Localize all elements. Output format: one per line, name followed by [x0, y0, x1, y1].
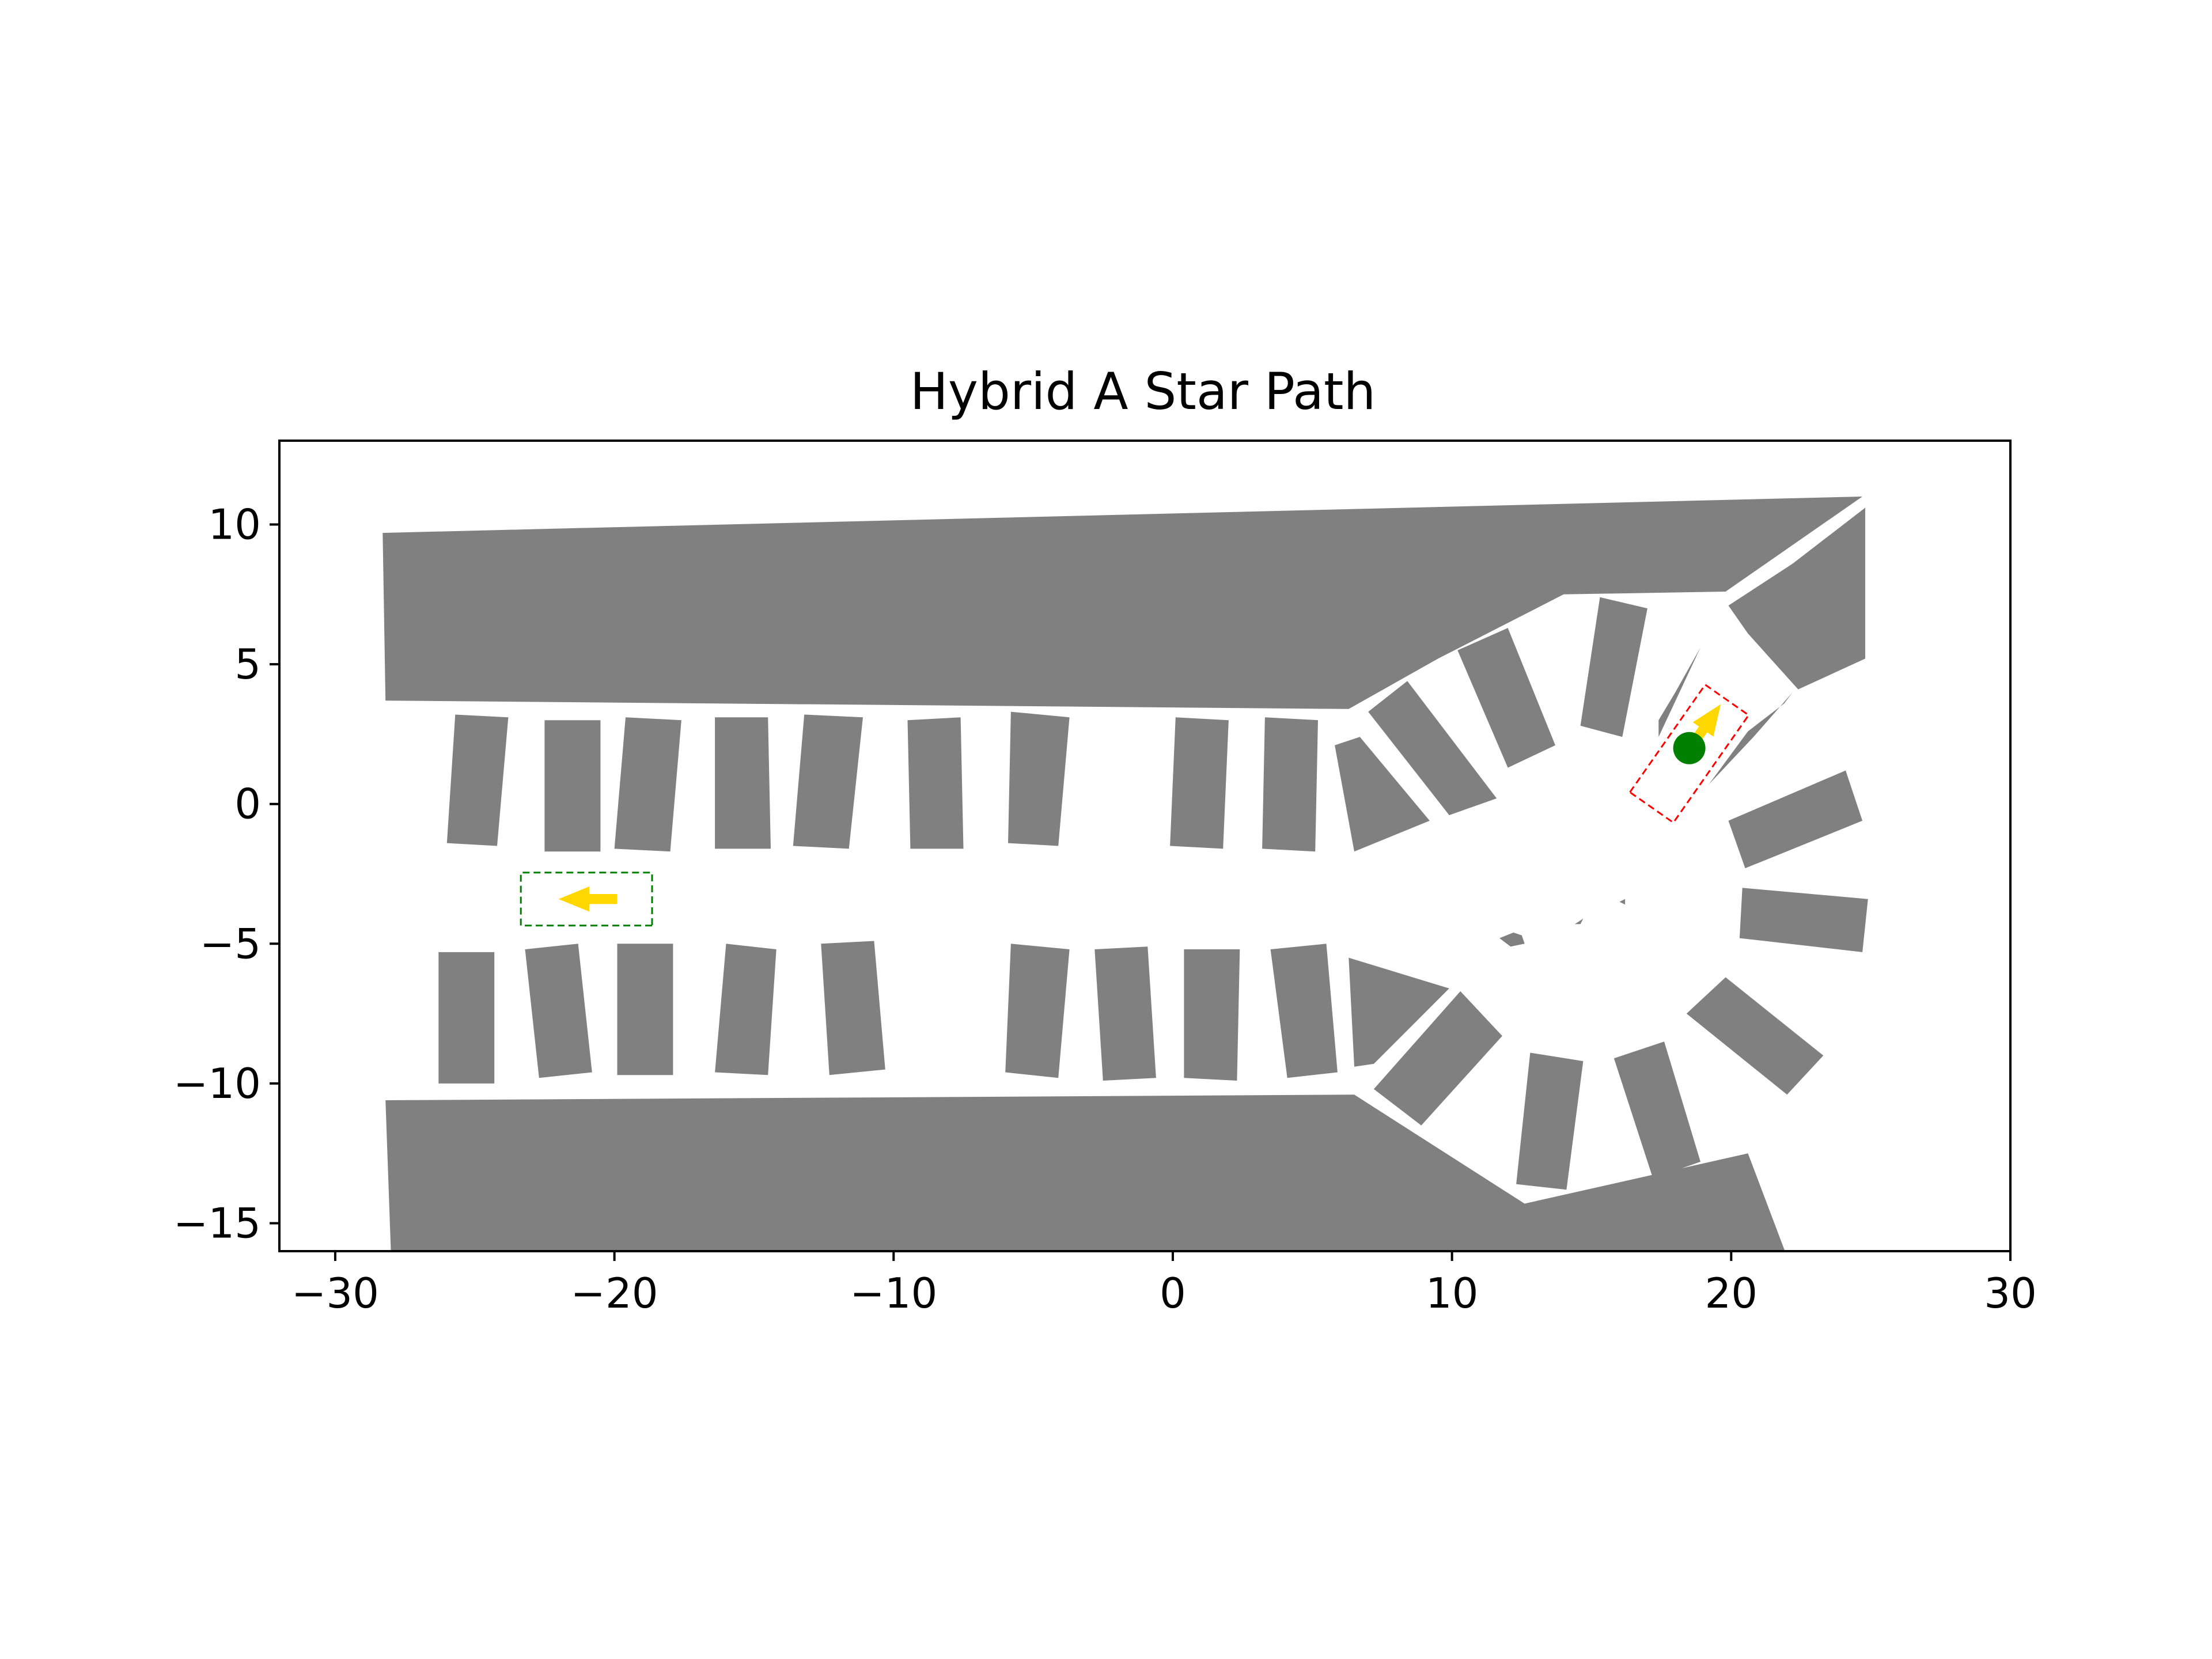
- obstacle-32: [617, 944, 673, 1075]
- obstacle-7: [715, 717, 771, 849]
- y-tick-label-0: 10: [208, 501, 261, 549]
- y-tick-label-3: −5: [200, 919, 261, 968]
- start-heading-arrow: [558, 886, 618, 912]
- obstacle-16: [1580, 597, 1647, 737]
- obstacle-37: [1619, 899, 1626, 905]
- obstacle-33: [525, 944, 592, 1078]
- goal-pose-box: [1628, 683, 1750, 824]
- y-tick-label-1: 5: [234, 640, 261, 688]
- obstacle-19: [1728, 770, 1863, 869]
- obstacle-13: [1335, 737, 1430, 852]
- obstacle-27: [1184, 949, 1240, 1081]
- x-tick-label-5: 20: [1705, 1269, 1758, 1317]
- obstacle-31: [715, 944, 777, 1075]
- markers-layer: [520, 683, 1750, 927]
- obstacle-34: [438, 952, 495, 1084]
- obstacle-25: [1349, 957, 1449, 1067]
- x-tick-label-1: −20: [571, 1269, 658, 1317]
- obstacle-26: [1270, 944, 1338, 1078]
- obstacle-28: [1094, 946, 1156, 1081]
- x-tick-label-0: −30: [291, 1269, 379, 1317]
- obstacle-4: [446, 714, 509, 846]
- obstacle-11: [1170, 717, 1229, 849]
- obstacle-24: [1373, 991, 1502, 1126]
- x-tick-label-6: 30: [1984, 1269, 2037, 1317]
- obstacle-9: [907, 717, 964, 849]
- x-tick-label-3: 0: [1160, 1269, 1186, 1317]
- y-tick-label-4: −10: [173, 1059, 261, 1108]
- obstacle-30: [821, 941, 885, 1075]
- obstacle-21: [1686, 977, 1824, 1095]
- obstacle-15: [1457, 628, 1555, 768]
- obstacle-29: [1005, 944, 1070, 1078]
- obstacle-18: [1709, 692, 1793, 785]
- obstacle-14: [1368, 681, 1497, 816]
- obstacle-1: [382, 497, 1863, 709]
- obstacle-22: [1613, 1041, 1700, 1179]
- obstacle-6: [614, 717, 681, 852]
- obstacle-20: [1739, 888, 1868, 952]
- obstacle-36: [1574, 918, 1584, 925]
- y-tick-label-2: 0: [234, 780, 261, 828]
- obstacle-3: [1728, 507, 1865, 690]
- obstacle-8: [793, 714, 863, 849]
- current-position-marker: [1673, 732, 1706, 764]
- obstacle-10: [1008, 711, 1070, 846]
- y-axis: 10 5 0 −5 −10 −15: [173, 501, 279, 1247]
- start-pose-box: [520, 872, 653, 927]
- obstacle-5: [544, 720, 601, 852]
- obstacle-23: [1516, 1052, 1584, 1190]
- x-axis: −30 −20 −10 0 10 20 30: [291, 1251, 2037, 1317]
- plot-area-frame: [278, 440, 2012, 1252]
- obstacle-12: [1262, 717, 1318, 852]
- obstacle-35: [1499, 932, 1525, 947]
- x-tick-label-4: 10: [1426, 1269, 1479, 1317]
- obstacle-2: [385, 1094, 1785, 1251]
- chart-title: Hybrid A Star Path: [910, 362, 1376, 421]
- obstacle-17: [1658, 647, 1700, 737]
- x-tick-label-2: −10: [850, 1269, 937, 1317]
- obstacles-layer: [382, 497, 1868, 1251]
- y-tick-label-5: −15: [173, 1199, 261, 1247]
